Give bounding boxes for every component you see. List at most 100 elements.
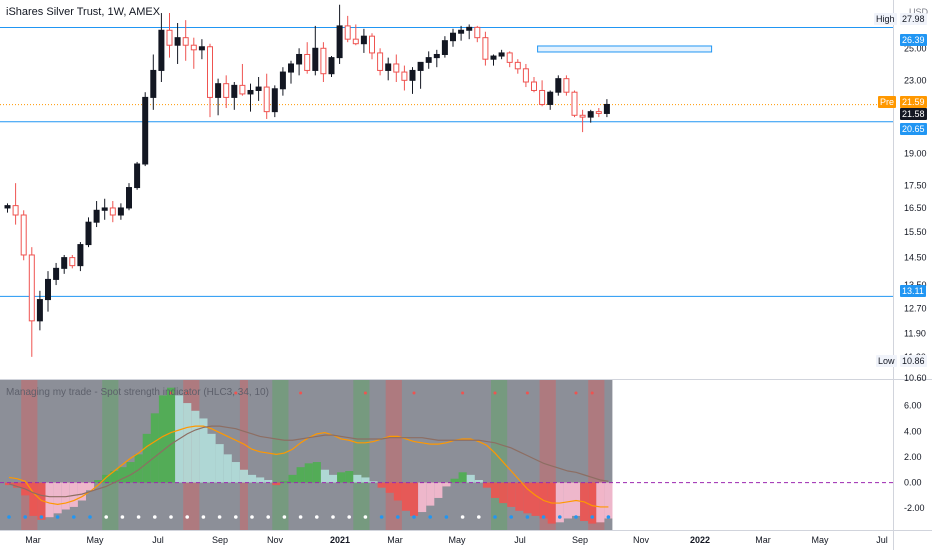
histogram-bar [183, 403, 192, 483]
candle-body [563, 78, 570, 93]
histogram-bar [256, 477, 265, 483]
time-tick-label: Jul [152, 535, 164, 545]
top-marker-dot [493, 391, 497, 395]
histogram-bar [410, 482, 419, 516]
price-tick-label: 23.00 [904, 75, 927, 85]
time-tick-label: Mar [25, 535, 41, 545]
candle-body [126, 187, 132, 209]
signal-dot [396, 515, 400, 519]
candle-body [595, 111, 602, 114]
top-marker-dot [234, 391, 238, 395]
signal-dot [460, 515, 465, 519]
price-tick-label: 16.50 [904, 203, 927, 213]
top-marker-dot [574, 391, 578, 395]
signal-dot [104, 515, 108, 519]
candle-body [344, 25, 351, 40]
signal-dot [541, 515, 546, 519]
histogram-bar [118, 467, 127, 483]
high-label: High [874, 13, 897, 25]
signal-dot [266, 515, 271, 519]
indicator-zone-band [491, 380, 508, 530]
histogram-bar [126, 462, 135, 483]
histogram-bar [158, 395, 167, 483]
histogram-bar [401, 482, 410, 511]
candle-body [150, 69, 157, 98]
histogram-bar [296, 467, 305, 483]
candle-body [393, 63, 400, 73]
candle-body [85, 221, 92, 246]
range-box [537, 45, 713, 53]
candle-body [45, 278, 51, 301]
signal-dot [315, 515, 319, 519]
histogram-bar [312, 462, 321, 483]
histogram-bar [150, 413, 159, 483]
histogram-bar [442, 482, 451, 487]
candle-body [93, 209, 100, 223]
top-marker-dot [185, 391, 189, 395]
price-tick-label: 12.70 [904, 304, 927, 314]
signal-dot [153, 515, 157, 519]
time-tick-label: Mar [387, 535, 403, 545]
candle-body [474, 26, 481, 39]
candle-body [417, 61, 424, 71]
signal-dot [298, 515, 303, 519]
histogram-bar [588, 482, 597, 524]
signal-dot [217, 515, 222, 519]
candle-body [555, 78, 562, 93]
indicator-zone-band [239, 380, 248, 530]
histogram-bar [482, 482, 491, 488]
signal-dot [525, 515, 530, 519]
candle-body [20, 214, 27, 256]
candle-body [506, 52, 513, 63]
candle-body [198, 46, 205, 51]
top-marker-dot [590, 391, 594, 395]
candle-body [433, 53, 440, 59]
histogram-bar [499, 482, 508, 504]
time-tick-label: Sep [572, 535, 588, 545]
signal-dot [169, 515, 173, 519]
histogram-bar [385, 482, 394, 493]
candle-body [263, 86, 270, 113]
candle-body [174, 37, 181, 46]
candle-body [255, 86, 262, 91]
candle-body [425, 57, 432, 63]
candle-body [77, 244, 84, 267]
top-marker-dot [169, 391, 173, 395]
time-tick-label: Jul [514, 535, 526, 545]
high-value: 27.98 [900, 13, 927, 25]
candle-body [458, 29, 465, 34]
candle-body [223, 83, 230, 98]
top-marker-dot [525, 391, 529, 395]
candle-body [288, 63, 294, 73]
candle-body [409, 69, 416, 81]
top-marker-dot [363, 391, 367, 395]
histogram-bar [353, 474, 362, 483]
candle-body [304, 53, 311, 71]
price-tick-label: 19.00 [904, 149, 927, 159]
candle-body [498, 52, 505, 57]
histogram-bar [134, 454, 143, 483]
time-tick-label: Sep [212, 535, 228, 545]
histogram-bar [199, 418, 208, 483]
histogram-bar [458, 472, 467, 483]
price-tick-label: 14.50 [904, 253, 927, 263]
histogram-bar [264, 480, 273, 483]
price-tick-label: 11.90 [904, 329, 926, 339]
histogram-bar [231, 462, 240, 483]
candle-body [369, 35, 375, 54]
candle-body [360, 35, 367, 45]
histogram-bar [507, 482, 516, 507]
histogram-bar [515, 482, 524, 511]
indicator-zone-band [385, 380, 402, 530]
signal-dot [347, 515, 352, 519]
indicator-title: Managing my trade - Spot strength indica… [6, 387, 269, 398]
candle-body [271, 88, 278, 113]
price-tick-label: 17.50 [904, 180, 927, 190]
histogram-bar [361, 477, 370, 483]
candle-body [514, 61, 521, 70]
indicator-tick-label: 0.00 [904, 478, 922, 488]
top-marker-dot [299, 391, 303, 395]
histogram-bar [304, 463, 313, 483]
